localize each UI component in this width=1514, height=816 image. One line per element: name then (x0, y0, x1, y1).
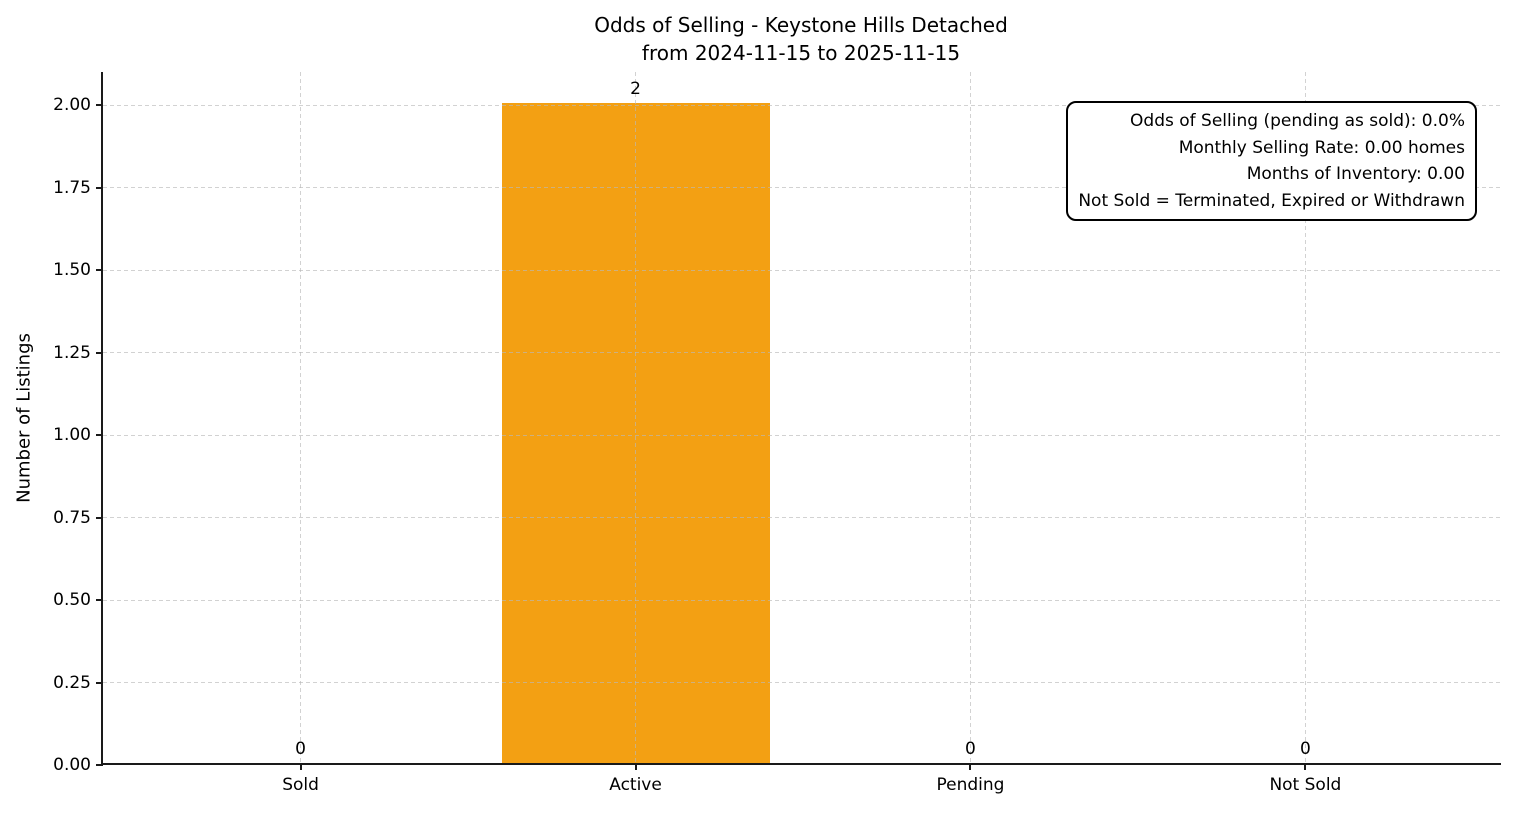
chart-title-line1: Odds of Selling - Keystone Hills Detache… (594, 13, 1008, 37)
gridline-horizontal (103, 187, 1501, 188)
annotation-line: Odds of Selling (pending as sold): 0.0% (1130, 111, 1465, 131)
x-tick-label-sold: Sold (282, 775, 319, 795)
y-tick-label: 0.00 (53, 755, 91, 775)
y-tick-label: 0.75 (53, 507, 91, 528)
y-tick-label: 2.00 (53, 95, 91, 115)
annotation-line: Monthly Selling Rate: 0.00 homes (1178, 137, 1465, 158)
gridline-vertical (1304, 72, 1306, 763)
bar-value-label: 0 (295, 739, 307, 759)
y-tick-mark (96, 351, 103, 354)
y-tick-label: 1.00 (53, 425, 91, 445)
chart-title: Odds of Selling - Keystone Hills Detache… (101, 11, 1501, 67)
bar-value-label: 0 (1299, 739, 1311, 759)
y-tick-label: 1.25 (53, 342, 91, 363)
gridline-horizontal (103, 104, 1501, 106)
y-tick-label: 0.25 (53, 672, 91, 693)
x-tick-label-active: Active (609, 775, 662, 795)
annotation-line: Not Sold = Terminated, Expired or Withdr… (1078, 190, 1465, 211)
gridline-horizontal (103, 682, 1501, 683)
y-axis-label: Number of Listings (13, 333, 35, 503)
x-tick-mark (969, 763, 972, 770)
gridline-horizontal (103, 517, 1501, 518)
y-tick-label: 0.50 (53, 590, 91, 610)
gridline-vertical (635, 72, 637, 763)
x-tick-label-not-sold: Not Sold (1269, 775, 1342, 795)
y-tick-label: 1.50 (53, 260, 91, 280)
x-tick-mark (299, 763, 302, 770)
x-tick-label-pending: Pending (936, 775, 1005, 795)
y-tick-mark (96, 516, 103, 519)
gridline-vertical (300, 72, 302, 763)
gridline-horizontal (103, 599, 1501, 601)
y-tick-mark (96, 104, 103, 106)
annotation-line: Months of Inventory: 0.00 (1246, 164, 1465, 184)
x-tick-mark (634, 763, 637, 770)
y-tick-mark (96, 434, 103, 436)
y-tick-mark (96, 764, 103, 766)
y-tick-mark (96, 599, 103, 601)
y-tick-label: 1.75 (53, 177, 91, 198)
gridline-horizontal (103, 269, 1501, 271)
y-tick-mark (96, 269, 103, 271)
chart-title-line2: from 2024-11-15 to 2025-11-15 (641, 41, 961, 65)
y-tick-mark (96, 681, 103, 684)
gridline-vertical (969, 72, 971, 763)
bar-value-label: 0 (965, 739, 976, 759)
x-tick-mark (1304, 763, 1307, 770)
y-tick-mark (96, 186, 103, 189)
plot-area: 0.00 0.25 0.50 0.75 1.00 1.25 1.50 1.75 2.00 Sold… (53, 72, 1501, 795)
gridline-horizontal (103, 434, 1501, 436)
annotation-box: Odds of Selling (pending as sold): 0.0% M… (1066, 101, 1477, 221)
bar-value-label: 2 (630, 79, 641, 99)
gridline-horizontal (103, 352, 1501, 353)
